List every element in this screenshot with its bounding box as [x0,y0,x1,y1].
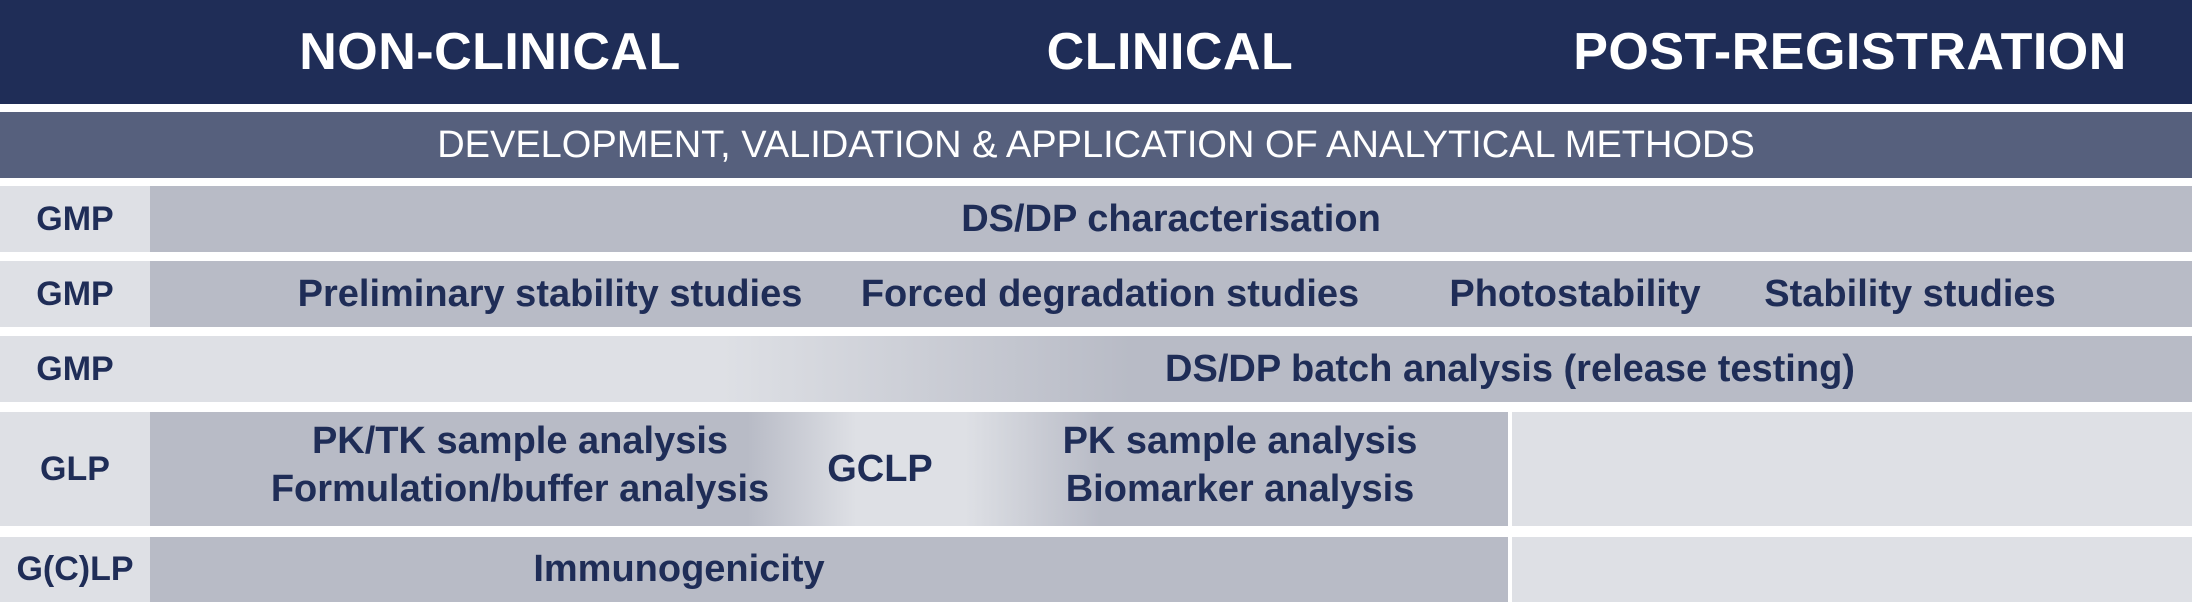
formulation-buffer-text: Formulation/buffer analysis [270,467,770,510]
immunogenicity-empty-cell [1512,537,2192,602]
stability-bar: Preliminary stability studies Forced deg… [150,261,2192,327]
phase-post-registration: POST-REGISTRATION [1573,23,2127,81]
phase-non-clinical: NON-CLINICAL [299,23,681,81]
preliminary-stability-text: Preliminary stability studies [297,272,803,315]
sample-analysis-bar: PK/TK sample analysis Formulation/buffer… [150,412,1508,526]
batch-analysis-bar: DS/DP batch analysis (release testing) [150,336,2192,402]
characterisation-bar: DS/DP characterisation [150,186,2192,252]
stability-studies-text: Stability studies [1764,272,2056,315]
forced-degradation-text: Forced degradation studies [860,272,1360,315]
immunogenicity-bar: Immunogenicity [150,537,1508,602]
row-label-gclp: G(C)LP [0,537,150,602]
immunogenicity-text: Immunogenicity [533,548,825,590]
sample-analysis-empty-cell [1512,412,2192,526]
analytical-methods-bar: DEVELOPMENT, VALIDATION & APPLICATION OF… [0,112,2192,178]
pk-tk-sample-text: PK/TK sample analysis [311,419,729,462]
photostability-text: Photostability [1449,272,1701,315]
characterisation-text: DS/DP characterisation [961,197,1381,240]
row-label-gmp-2: GMP [0,261,150,327]
row-label-gmp-3: GMP [0,336,150,402]
row-label-glp: GLP [0,412,150,526]
pk-sample-text: PK sample analysis [1062,419,1418,462]
sublabel-gclp: GCLP [827,447,933,490]
phase-header: NON-CLINICAL CLINICAL POST-REGISTRATION [0,0,2192,104]
phase-clinical: CLINICAL [1046,23,1294,81]
row-label-gmp-1: GMP [0,186,150,252]
batch-analysis-text: DS/DP batch analysis (release testing) [1165,347,1855,390]
biomarker-text: Biomarker analysis [1065,467,1415,510]
